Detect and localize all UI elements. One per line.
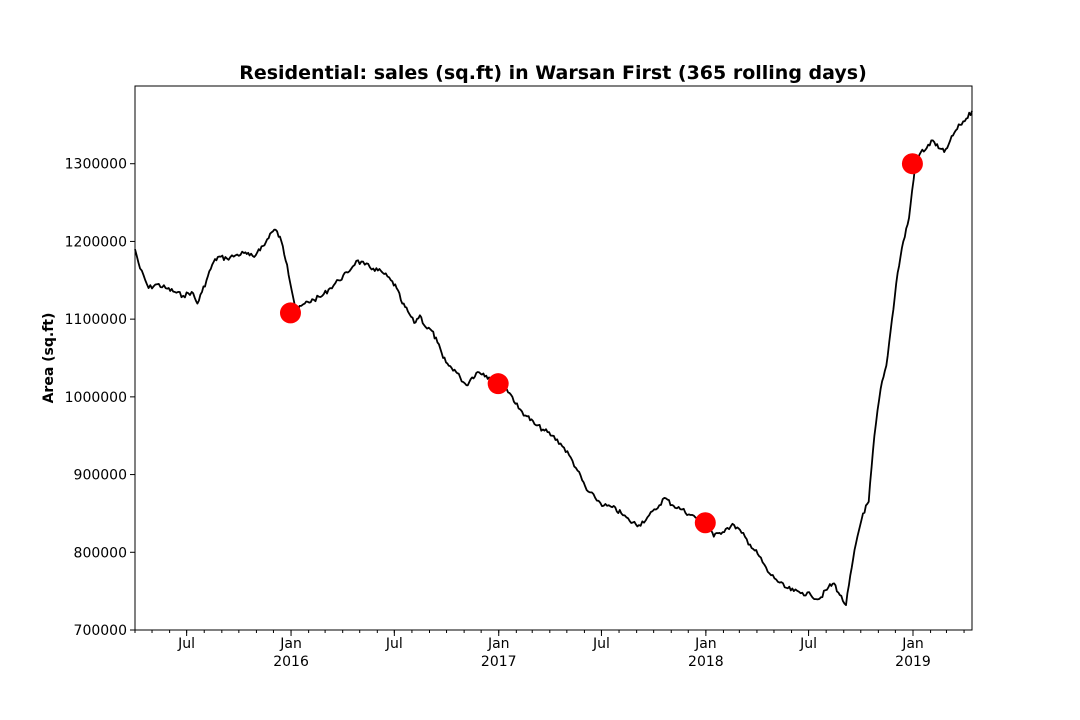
- y-axis-label: Area (sq.ft): [41, 313, 57, 404]
- x-tick-year-label-7: 2019: [895, 654, 931, 670]
- highlight-marker-0: [279, 302, 301, 324]
- y-tick-label-0: 700000: [74, 623, 127, 639]
- x-tick-label-3: Jan: [487, 636, 510, 652]
- y-tick-label-1: 800000: [74, 545, 127, 561]
- highlight-marker-2: [694, 512, 716, 534]
- y-tick-label-2: 900000: [74, 468, 127, 484]
- chart-title: Residential: sales (sq.ft) in Warsan Fir…: [239, 62, 867, 84]
- x-tick-label-5: Jan: [694, 636, 717, 652]
- plot-frame: [134, 85, 973, 631]
- y-tick-label-5: 1200000: [65, 234, 127, 250]
- highlight-marker-3: [901, 153, 923, 175]
- y-tick-label-6: 1300000: [65, 157, 127, 173]
- highlight-marker-1: [487, 373, 509, 395]
- plot-area: 700000 800000 900000 1000000 1100000 1200000 1…: [65, 85, 973, 670]
- x-tick-label-1: Jan: [279, 636, 302, 652]
- x-tick-label-0: Jul: [177, 636, 195, 652]
- x-tick-label-6: Jul: [799, 636, 817, 652]
- x-tick-year-label-5: 2018: [688, 654, 724, 670]
- y-tick-label-4: 1100000: [65, 312, 127, 328]
- x-tick-label-4: Jul: [592, 636, 610, 652]
- x-tick-year-label-1: 2016: [273, 654, 309, 670]
- x-tick-label-7: Jan: [901, 636, 924, 652]
- series-line-0: [134, 110, 973, 606]
- y-tick-label-3: 1000000: [65, 390, 127, 406]
- x-tick-label-2: Jul: [385, 636, 403, 652]
- x-tick-year-label-3: 2017: [481, 654, 517, 670]
